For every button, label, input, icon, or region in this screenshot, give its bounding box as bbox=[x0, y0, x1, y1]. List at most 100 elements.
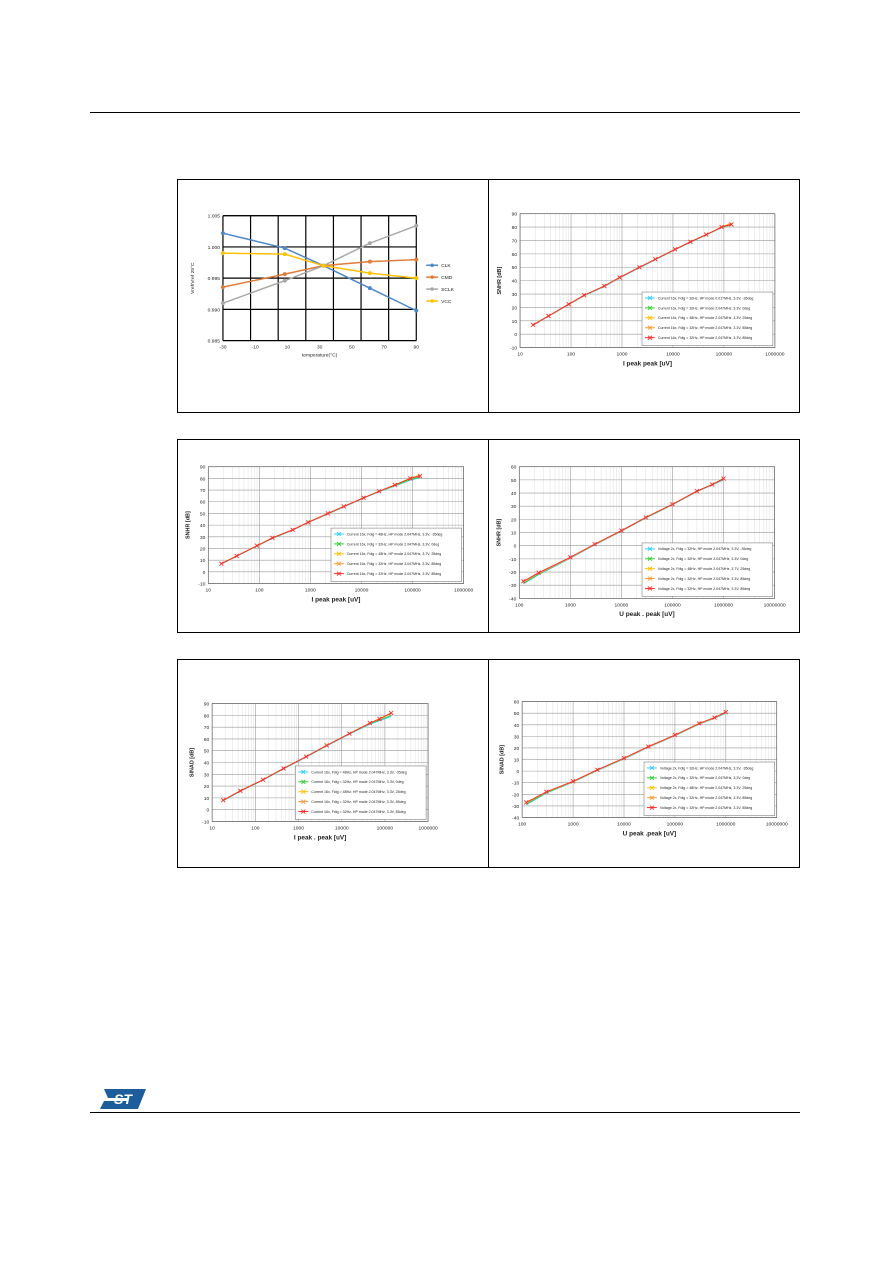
y-tick-label: -40 bbox=[509, 596, 516, 602]
legend-label: CMD bbox=[441, 275, 453, 281]
y-tick-label: 80 bbox=[204, 713, 210, 719]
legend-marker bbox=[647, 335, 653, 340]
legend-box bbox=[643, 761, 775, 816]
legend-label: Current 16x, Fdig = 48Hz, HP mode 2.047M… bbox=[347, 552, 441, 556]
legend-label: Voltage 2x, Fdig = 48Hz, HP mode 2.047MH… bbox=[660, 786, 752, 790]
y-tick-label: 0 bbox=[514, 544, 517, 550]
data-point bbox=[282, 246, 287, 251]
y-tick-label: -20 bbox=[509, 570, 516, 576]
x-tick-label: 30 bbox=[317, 345, 323, 351]
plot-frame bbox=[519, 213, 776, 348]
x-axis-label: I peak . peak [uV] bbox=[294, 834, 346, 841]
y-tick-label: 50 bbox=[512, 265, 518, 271]
y-tick-label: 30 bbox=[200, 535, 206, 541]
legend-label: Current 16x, Fdig = 32Hz, HP mode 2.047M… bbox=[311, 810, 405, 814]
y-tick-label: 50 bbox=[511, 478, 517, 484]
y-tick-label: -30 bbox=[512, 804, 519, 810]
y-tick-label: 60 bbox=[512, 252, 518, 258]
y-tick-label: 40 bbox=[514, 723, 520, 729]
data-marker bbox=[617, 275, 622, 280]
data-point bbox=[414, 257, 419, 262]
legend-label: Current 16x, Fdig = 48Hz, HP mode 2.047M… bbox=[311, 790, 405, 794]
data-marker bbox=[566, 301, 571, 307]
legend-marker bbox=[336, 551, 342, 557]
y-tick-label: 20 bbox=[204, 784, 210, 790]
legend-marker bbox=[336, 561, 342, 567]
plot-area: 100 1000 10000 100000 1000000 10000000-40-30-… bbox=[499, 700, 788, 838]
y-tick-label: -20 bbox=[512, 792, 519, 798]
data-point bbox=[414, 276, 419, 281]
data-marker bbox=[546, 313, 551, 319]
y-tick-label: 60 bbox=[200, 500, 206, 506]
chart-panel-snhr-current: 10 100 1000 10000 100000 1000000 -10 0 10 20 30 40 5… bbox=[177, 439, 489, 633]
data-point bbox=[414, 308, 419, 313]
series-line-vcc bbox=[222, 252, 417, 279]
x-tick-label: 1000 bbox=[305, 587, 316, 593]
y-tick-label: 20 bbox=[512, 305, 518, 311]
data-point bbox=[321, 263, 326, 268]
x-tick-label: 10000 bbox=[335, 825, 349, 831]
plot-frame bbox=[207, 466, 464, 584]
x-tick-label: 1000000 bbox=[765, 351, 784, 357]
data-marker bbox=[219, 561, 224, 566]
data-marker bbox=[721, 476, 726, 481]
legend-label: Current 16x, Fdig = 32Hz, HP mode 2.047M… bbox=[347, 542, 439, 546]
legend-label: Current 16x, Fdig = 32Hz, HP mode 2.047M… bbox=[311, 780, 403, 784]
legend-marker bbox=[430, 287, 434, 291]
plot-frame bbox=[518, 466, 775, 599]
y-tick-label: 1.000 bbox=[208, 245, 221, 251]
data-point bbox=[220, 301, 225, 306]
y-tick-label: 60 bbox=[514, 700, 520, 706]
legend-label: Voltage 2x, Fdig = 32Hz, HP mode 2.047MH… bbox=[660, 796, 752, 800]
data-marker bbox=[643, 515, 649, 520]
x-tick-label: -10 bbox=[252, 345, 259, 351]
series-line-clk bbox=[222, 232, 417, 312]
x-tick-label: 1000 bbox=[293, 825, 304, 831]
x-tick-label: 1000000 bbox=[418, 825, 437, 831]
legend-marker bbox=[647, 556, 653, 562]
data-marker bbox=[703, 232, 709, 237]
data-marker bbox=[254, 543, 260, 548]
x-tick-label: 10000 bbox=[617, 821, 631, 827]
y-tick-label: 40 bbox=[512, 279, 518, 285]
data-marker bbox=[260, 777, 266, 783]
chart-panel-snr-voltage: 100 1000 10000 100000 1000000 10000000 -40 -30-… bbox=[488, 439, 800, 633]
legend-marker bbox=[300, 769, 306, 775]
chart-snr-voltage: 100 1000 10000 100000 1000000 10000000-40-30-… bbox=[496, 465, 786, 618]
data-marker bbox=[521, 578, 526, 584]
legend-marker bbox=[300, 779, 306, 785]
x-tick-label: 100000 bbox=[716, 351, 733, 357]
data-marker bbox=[377, 716, 382, 722]
x-tick-label: 1000 bbox=[568, 821, 579, 827]
y-tick-label: 20 bbox=[200, 546, 206, 552]
legend-marker bbox=[647, 315, 653, 321]
data-marker bbox=[723, 709, 729, 715]
plot-area: 10 100 1000 10000 100000 1000000 -10 0 10 20 30 40 5… bbox=[185, 465, 473, 604]
logo-text: ST bbox=[114, 1091, 133, 1107]
plot-frame bbox=[521, 701, 778, 818]
data-marker bbox=[709, 482, 715, 487]
legend-label: Current 16x, Fdig = 32Hz, HP mode 2.047M… bbox=[658, 306, 750, 310]
legend-marker bbox=[336, 531, 342, 537]
y-tick-label: -10 bbox=[202, 819, 209, 825]
legend-marker bbox=[430, 275, 434, 279]
y-tick-label: 70 bbox=[512, 238, 518, 244]
plot-area: 10 100 1000 10000 100000 1000000 -10 0 10 20 30 40 5… bbox=[497, 212, 784, 368]
legend-label: Current 16x, Fdig = 32Hz, HP mode 2.047M… bbox=[658, 326, 752, 330]
legend-label: Voltage 2x, Fdig = 32Hz, HP mode 2.047MH… bbox=[658, 587, 750, 591]
x-tick-label: 100 bbox=[567, 351, 575, 357]
x-tick-label: 10000 bbox=[666, 351, 680, 357]
y-tick-label: 10 bbox=[200, 558, 206, 564]
x-tick-label: -30 bbox=[219, 345, 226, 351]
legend-marker bbox=[649, 785, 655, 791]
x-tick-label: 10000000 bbox=[764, 602, 786, 608]
x-tick-label: 1000 bbox=[565, 602, 576, 608]
x-tick-label: 10000 bbox=[355, 587, 369, 593]
y-tick-label: -10 bbox=[509, 557, 516, 563]
y-tick-label: 10 bbox=[204, 796, 210, 802]
legend-marker bbox=[300, 799, 306, 804]
data-point bbox=[367, 286, 372, 291]
y-tick-label: 0.985 bbox=[208, 339, 221, 345]
chart-panel-sinad-current: 10 100 1000 10000 100000 1000000 -10 0 10 20 30 40 5… bbox=[177, 659, 489, 868]
legend-label: Current 16x, Fdig = 32Hz, HP mode 0.017M… bbox=[658, 296, 754, 300]
